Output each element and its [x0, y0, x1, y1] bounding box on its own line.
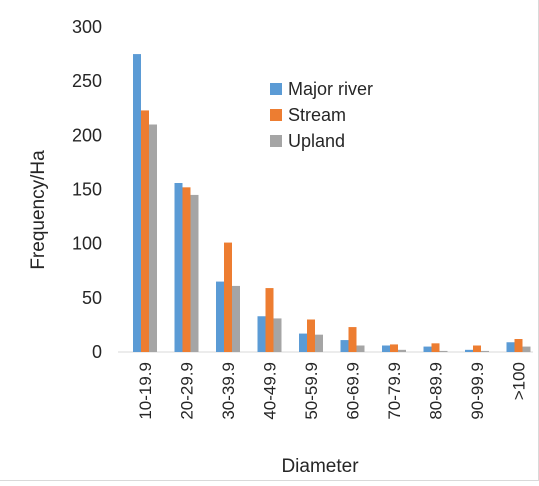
bar-upland-7: [439, 350, 448, 352]
x-tick-label: 20-29.9: [178, 362, 197, 420]
bar-stream-3: [265, 288, 274, 352]
y-tick-label: 100: [72, 234, 102, 254]
y-tick-label: 250: [72, 71, 102, 91]
x-axis-title: Diameter: [281, 456, 359, 477]
bar-major-river-8: [465, 349, 473, 352]
y-tick-label: 50: [82, 288, 102, 308]
legend-swatch: [270, 135, 282, 147]
bar-major-river-0: [133, 54, 141, 352]
bar-major-river-7: [423, 346, 432, 352]
bar-stream-6: [390, 344, 398, 352]
bar-upland-3: [273, 318, 282, 352]
bar-major-river-1: [174, 183, 183, 352]
y-axis-title: Frequency/Ha: [28, 150, 49, 270]
bar-major-river-2: [216, 281, 224, 352]
x-tick-label: 10-19.9: [136, 362, 155, 420]
bar-stream-1: [182, 187, 191, 352]
bar-upland-8: [481, 350, 489, 352]
bar-major-river-3: [257, 316, 266, 352]
x-tick-label: 80-89.9: [427, 362, 446, 420]
bar-stream-5: [348, 327, 357, 352]
bar-upland-2: [232, 285, 240, 352]
y-tick-label: 200: [72, 125, 102, 145]
x-tick-label: 50-59.9: [302, 362, 321, 420]
x-tick-label: 60-69.9: [344, 362, 363, 420]
y-tick-label: 150: [72, 180, 102, 200]
bar-major-river-9: [506, 342, 515, 352]
bar-upland-5: [356, 345, 365, 352]
x-tick-label: 70-79.9: [385, 362, 404, 420]
bar-stream-4: [307, 319, 315, 352]
x-tick-label: >100: [510, 362, 529, 400]
y-tick-label: 300: [72, 17, 102, 37]
bar-upland-9: [522, 346, 531, 352]
bar-stream-7: [431, 343, 440, 352]
bar-upland-0: [149, 124, 157, 352]
x-axis-tick-labels: 10-19.9 20-29.9 30-39.9 40-49.9 50-59.9 60-69…: [136, 362, 529, 420]
bar-stream-0: [141, 110, 149, 352]
bar-major-river-5: [340, 340, 349, 352]
bars: [133, 54, 531, 352]
legend-swatch: [270, 83, 282, 95]
legend: Major river Stream Upland: [270, 79, 373, 151]
bar-upland-6: [398, 349, 406, 352]
bar-upland-1: [190, 194, 199, 352]
bar-stream-8: [473, 345, 481, 352]
bar-upland-4: [315, 334, 323, 352]
y-tick-label: 0: [92, 342, 102, 362]
bar-stream-2: [224, 242, 232, 352]
bar-stream-9: [514, 339, 523, 352]
bar-major-river-6: [382, 345, 390, 352]
x-tick-label: 40-49.9: [261, 362, 280, 420]
legend-swatch: [270, 109, 282, 121]
x-tick-label: 30-39.9: [219, 362, 238, 420]
y-axis-tick-labels: 0 50 100 150 200 250 300: [72, 17, 102, 362]
legend-label: Stream: [288, 105, 346, 125]
legend-label: Major river: [288, 79, 373, 99]
legend-label: Upland: [288, 131, 345, 151]
x-tick-label: 90-99.9: [468, 362, 487, 420]
bar-major-river-4: [299, 333, 307, 352]
